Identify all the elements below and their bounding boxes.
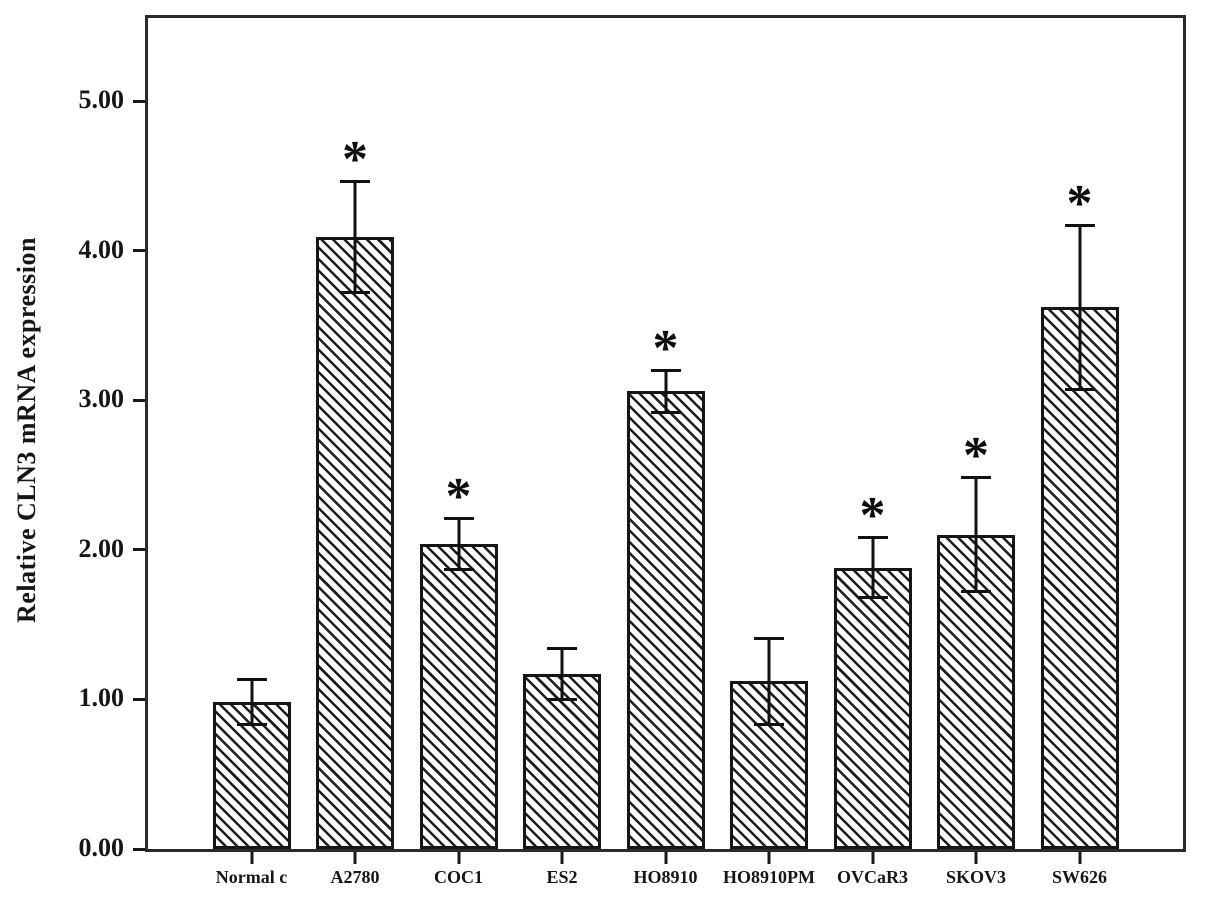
x-tick-mark <box>1078 852 1081 864</box>
error-bar-line <box>664 368 667 414</box>
bar-ovcar3 <box>833 567 912 849</box>
error-bar-cap-bottom <box>857 596 888 600</box>
error-bar-sw626 <box>1064 223 1095 392</box>
x-tick-mark <box>974 852 978 864</box>
error-bar-normal-c <box>236 678 267 727</box>
error-bar-cap-top <box>443 516 474 520</box>
y-tick-label: 5.00 <box>78 85 125 114</box>
plot-area: 0.00 1.00 2.00 3.00 4.00 5.00 Normal c A2780 CO… <box>79 15 1186 887</box>
error-bar-cap-top <box>857 536 888 540</box>
significance-asterisk-skov3: * <box>963 427 989 485</box>
significance-asterisk-sw626: * <box>1066 174 1093 232</box>
error-bar-es2 <box>547 647 577 701</box>
error-bar-cap-top <box>754 636 784 640</box>
x-tick-mark <box>871 852 874 864</box>
x-tick-label-normal-c: Normal c <box>215 867 288 887</box>
error-bar-coc1 <box>443 516 474 571</box>
x-tick-mark <box>250 852 253 864</box>
significance-asterisk-ovcar3: * <box>859 487 886 545</box>
bar-es2 <box>523 673 601 849</box>
significance-asterisk-a2780: * <box>342 131 368 189</box>
x-tick-label-es2: ES2 <box>546 867 578 887</box>
y-tick-label: 2.00 <box>78 533 125 563</box>
error-bar-cap-top <box>547 647 577 651</box>
x-tick-label-sw626: SW626 <box>1051 867 1108 887</box>
error-bar-line <box>767 636 771 727</box>
error-bar-cap-top <box>961 476 991 480</box>
error-bar-cap-bottom <box>754 723 784 727</box>
x-tick-label-a2780: A2780 <box>330 867 380 887</box>
error-bar-line <box>560 647 564 701</box>
x-tick-mark <box>664 852 667 864</box>
error-bar-line <box>871 536 874 600</box>
y-tick-mark <box>133 548 145 552</box>
error-bar-cap-bottom <box>547 697 577 701</box>
error-bar-a2780 <box>340 180 370 294</box>
error-bar-line <box>250 678 253 727</box>
error-bar-skov3 <box>961 476 991 594</box>
error-bar-line <box>353 180 357 294</box>
error-bar-ho8910 <box>650 368 681 414</box>
error-bar-cap-top <box>340 180 370 184</box>
error-bar-cap-top <box>236 678 267 682</box>
bar-a2780 <box>316 237 394 849</box>
x-tick-mark <box>767 852 771 864</box>
x-tick-label-ovcar3: OVCaR3 <box>837 867 908 887</box>
error-bar-ho8910pm <box>754 636 784 727</box>
error-bar-cap-bottom <box>340 290 370 294</box>
error-bar-ovcar3 <box>857 536 888 600</box>
error-bar-line <box>1078 223 1081 392</box>
x-tick-label-skov3: SKOV3 <box>945 867 1007 887</box>
significance-asterisk-ho8910: * <box>652 319 679 377</box>
bar-normal-c <box>212 702 291 849</box>
x-tick-label-ho8910: HO8910 <box>633 867 698 887</box>
error-bar-cap-bottom <box>1064 388 1095 392</box>
y-tick-mark <box>133 398 145 402</box>
error-bar-cap-top <box>650 368 681 372</box>
y-tick-mark <box>133 249 145 253</box>
significance-asterisk-coc1: * <box>445 467 472 525</box>
y-tick-mark <box>133 847 145 851</box>
y-tick-label: 0.00 <box>78 833 125 862</box>
error-bar-line <box>457 516 460 571</box>
x-tick-label-coc1: COC1 <box>434 867 483 887</box>
x-tick-mark <box>353 852 357 864</box>
y-tick-mark <box>133 99 145 103</box>
x-tick-mark <box>457 852 460 864</box>
y-axis-title: Relative CLN3 mRNA expression <box>12 237 41 623</box>
bar-coc1 <box>419 543 498 849</box>
bar-ho8910 <box>626 391 705 849</box>
error-bar-line <box>974 476 978 594</box>
y-tick-mark <box>133 697 145 701</box>
error-bar-cap-bottom <box>236 723 267 727</box>
error-bar-cap-bottom <box>961 590 991 594</box>
error-bar-cap-bottom <box>650 410 681 414</box>
error-bar-cap-bottom <box>443 567 474 571</box>
y-tick-label: 1.00 <box>78 683 125 713</box>
y-tick-label: 3.00 <box>78 384 125 414</box>
bar-sw626 <box>1040 307 1119 849</box>
error-bar-cap-top <box>1064 223 1095 227</box>
x-tick-label-ho8910pm: HO8910PM <box>723 867 815 887</box>
x-tick-mark <box>560 852 564 864</box>
y-tick-label: 4.00 <box>78 234 125 264</box>
